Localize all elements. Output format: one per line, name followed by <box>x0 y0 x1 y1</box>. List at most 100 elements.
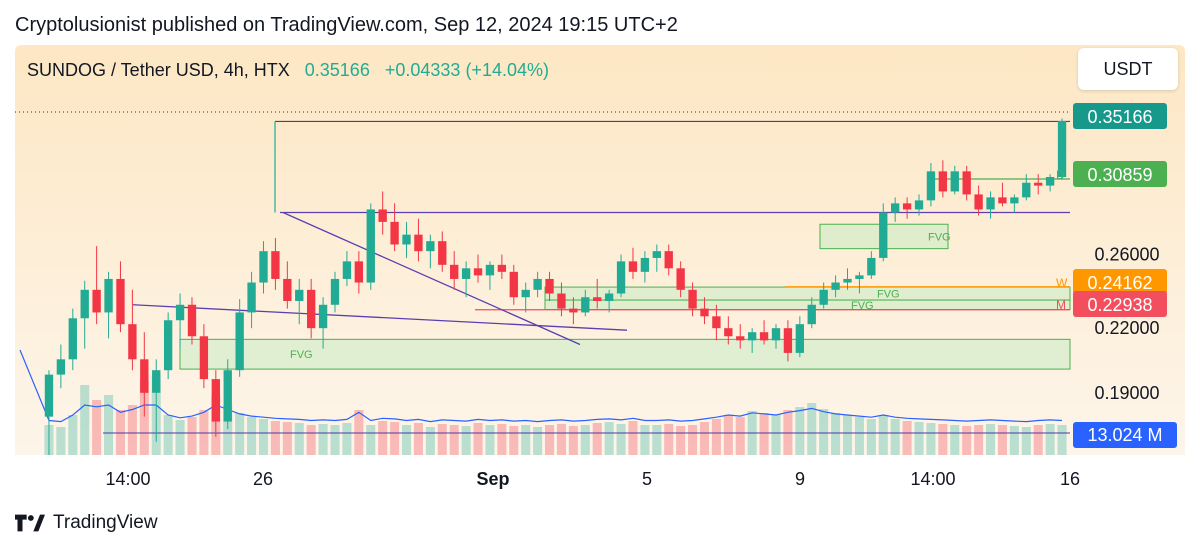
candle-body <box>712 316 721 329</box>
candle-body <box>283 278 292 301</box>
candle-body <box>473 268 483 276</box>
candle-body <box>747 332 757 341</box>
volume-bar <box>711 419 721 455</box>
candle-body <box>104 278 113 313</box>
candle-body <box>843 278 852 283</box>
candle-body <box>593 297 602 301</box>
candle-body <box>759 332 769 341</box>
volume-bar <box>616 424 626 455</box>
price-axis-label <box>1073 291 1167 317</box>
volume-bar <box>425 427 435 455</box>
candle-body <box>450 264 459 279</box>
candle-body <box>807 304 816 325</box>
fvg-label: FVG <box>928 231 951 243</box>
y-tick-label: 0.19000 <box>1094 383 1159 403</box>
volume-bar <box>974 425 984 455</box>
volume-bar <box>449 425 459 455</box>
volume-bar <box>962 426 972 455</box>
volume-bar <box>819 409 829 455</box>
volume-bar <box>104 395 114 455</box>
volume-bar <box>413 423 423 455</box>
volume-bar <box>270 421 280 455</box>
fvg-label: FVG <box>877 289 900 301</box>
symbol-name[interactable]: SUNDOG / Tether USD, 4h, HTX <box>27 60 290 80</box>
volume-bar <box>187 417 197 455</box>
y-tick-label: 0.22000 <box>1094 318 1159 338</box>
price-axis-label <box>1073 269 1167 295</box>
level-marker: D <box>1056 168 1065 182</box>
candle-body <box>187 304 197 337</box>
price-axis-label-text: 0.35166 <box>1087 107 1152 127</box>
volume-ma-line <box>19 349 1063 423</box>
volume-bar <box>890 419 900 455</box>
candle-body <box>998 197 1007 204</box>
candle-body <box>461 268 471 279</box>
candle-body <box>783 328 793 353</box>
time-axis-background <box>15 455 1185 500</box>
candle-body <box>68 318 77 360</box>
volume-bar <box>366 425 376 455</box>
candle-body <box>938 171 948 192</box>
volume-bar <box>258 419 269 455</box>
legend-price: 0.35166 <box>304 60 370 80</box>
tradingview-logo[interactable]: TradingView <box>15 512 158 534</box>
price-chart[interactable]: FVGFVGFVGFVG0.190000.220000.260000.35166… <box>15 45 1185 500</box>
fvg-zone <box>179 338 1071 370</box>
volume-bar <box>735 417 745 455</box>
x-tick-label: Sep <box>476 469 509 489</box>
candle-body <box>140 359 149 393</box>
candle-body <box>616 261 626 294</box>
volume-bar <box>401 425 412 455</box>
volume-bar <box>473 423 483 455</box>
candle-body <box>736 336 745 341</box>
candle-body <box>1057 120 1067 177</box>
volume-bar <box>223 405 233 455</box>
chart-background <box>15 45 1185 455</box>
candle-body <box>1010 197 1019 204</box>
volume-bar <box>604 422 614 455</box>
candle-body <box>891 203 900 213</box>
candle-body <box>175 304 185 321</box>
candle-body <box>80 289 89 319</box>
candle-body <box>330 278 340 305</box>
currency-button[interactable]: USDT <box>1078 48 1178 90</box>
level-marker: W <box>1056 276 1068 290</box>
volume-bar <box>378 421 388 455</box>
fvg-zone <box>544 299 1071 311</box>
volume-bar <box>556 424 566 455</box>
volume-bar <box>759 413 769 455</box>
volume-bar <box>163 415 173 455</box>
volume-bar <box>80 385 90 455</box>
volume-bar <box>592 423 602 455</box>
volume-bar <box>545 425 555 455</box>
volume-bar <box>842 415 853 455</box>
chart-frame[interactable]: FVG FVG FVG FVG 0.19000 0.22000 0.26000 0.35166… <box>15 45 1185 500</box>
candle-body <box>402 234 411 245</box>
x-tick-label: 5 <box>642 469 652 489</box>
candle-body <box>986 197 995 210</box>
volume-bar <box>437 424 447 455</box>
volume-bar <box>676 426 686 455</box>
fvg-label: FVG <box>851 300 874 312</box>
candle-body <box>318 304 328 329</box>
candle-body <box>199 336 209 380</box>
volume-bar <box>1033 425 1043 455</box>
volume-bar <box>664 424 674 455</box>
volume-bar <box>986 424 996 455</box>
volume-bar <box>294 423 304 455</box>
fvg-label: FVG <box>290 349 313 361</box>
candle-body <box>438 241 447 265</box>
candle-body <box>545 278 554 294</box>
x-tick-label: 14:00 <box>105 469 150 489</box>
candle-body <box>855 275 864 279</box>
candle-body <box>902 203 912 210</box>
candle-body <box>259 251 268 283</box>
volume-axis-label-text: 13.024 M <box>1087 425 1162 445</box>
candle-body <box>414 234 423 252</box>
candle-body <box>950 171 959 192</box>
volume-bar <box>175 420 185 455</box>
volume-bar <box>68 415 78 455</box>
candle-body <box>831 282 840 290</box>
volume-bar <box>235 413 245 455</box>
volume-bar <box>461 426 471 455</box>
